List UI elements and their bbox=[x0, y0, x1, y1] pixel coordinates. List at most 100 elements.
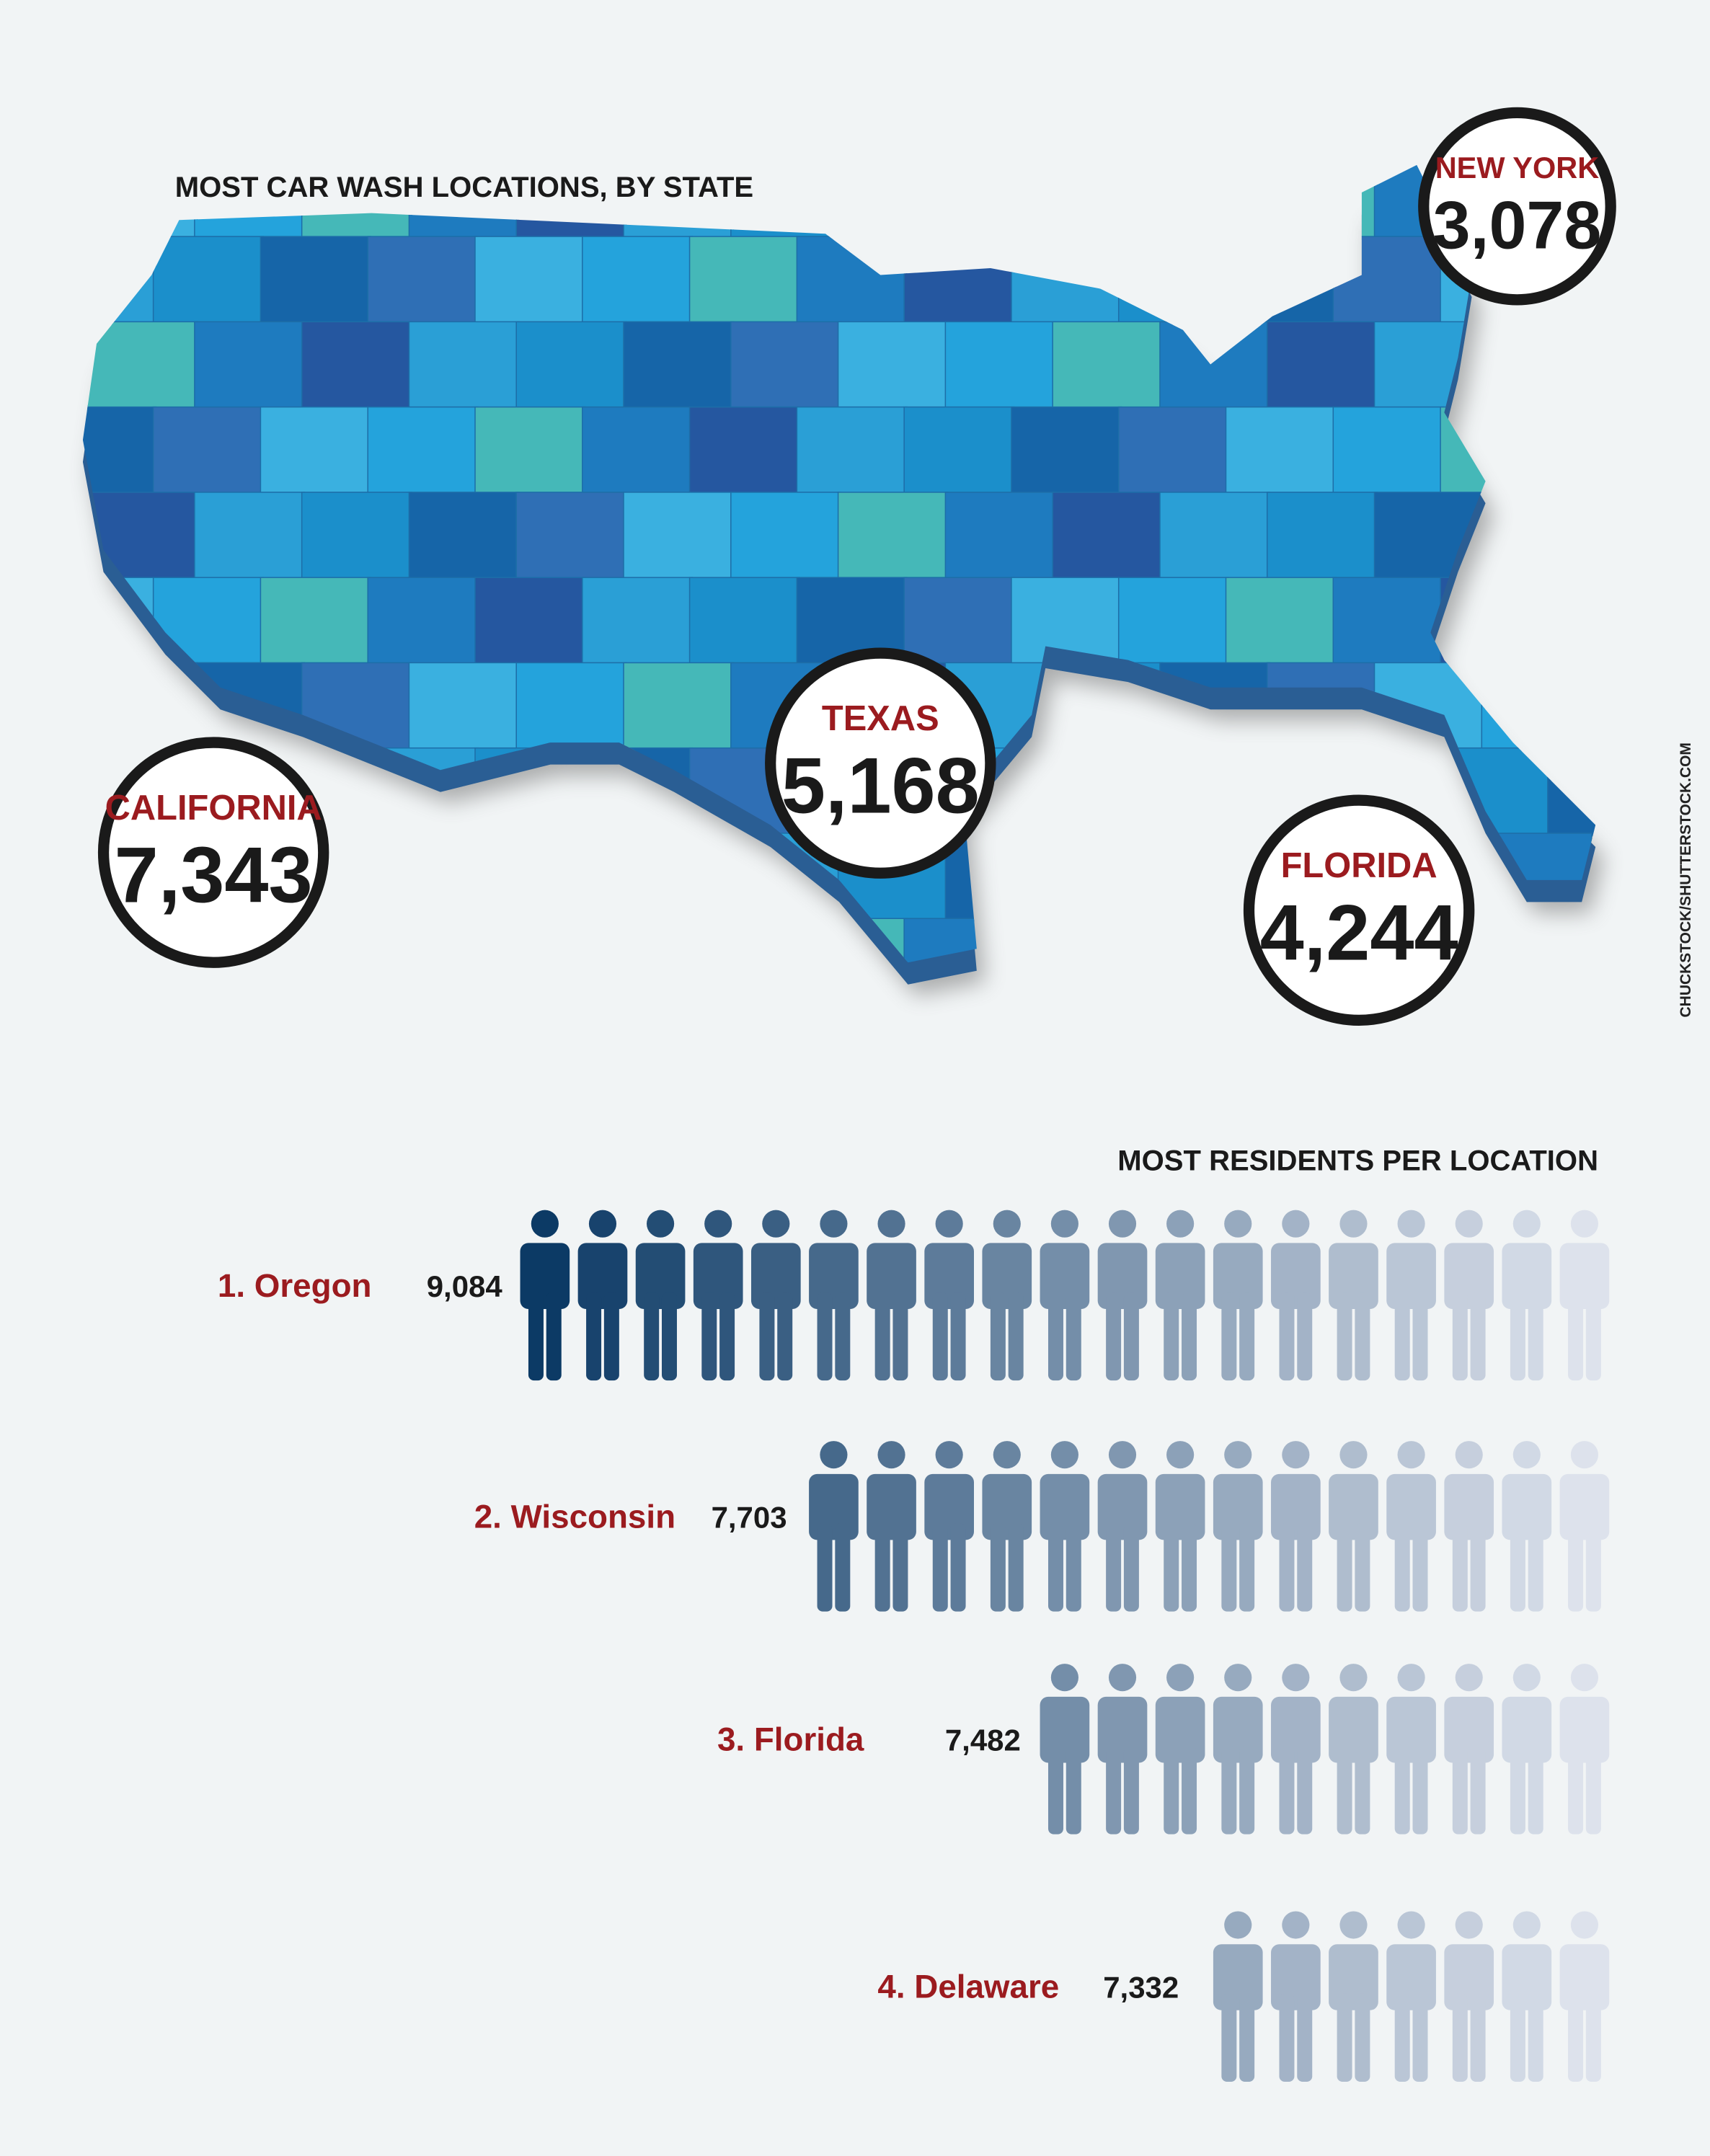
icon-leg bbox=[1528, 1523, 1543, 1612]
icon-leg bbox=[1279, 1292, 1295, 1381]
state-name: NEW YORK bbox=[1435, 151, 1600, 185]
state-region bbox=[688, 918, 800, 963]
person-icon bbox=[1502, 1664, 1552, 1835]
state-region bbox=[688, 406, 800, 496]
person-icon bbox=[924, 1441, 975, 1612]
icon-head bbox=[1570, 1664, 1599, 1692]
state-region bbox=[152, 406, 265, 496]
icon-body bbox=[1329, 1944, 1378, 2010]
state-region bbox=[903, 577, 1015, 667]
person-icon bbox=[809, 1441, 859, 1612]
icon-leg bbox=[1394, 1993, 1410, 2082]
icon-head bbox=[935, 1441, 963, 1469]
state-name: TEXAS bbox=[822, 699, 939, 738]
icon-leg bbox=[1123, 1523, 1139, 1612]
row-label: 1. Oregon bbox=[218, 1267, 372, 1304]
state-region bbox=[944, 492, 1056, 581]
state-region bbox=[837, 321, 949, 411]
person-icon bbox=[1559, 1210, 1610, 1381]
person-icon bbox=[1559, 1441, 1610, 1612]
icon-leg bbox=[1106, 1292, 1122, 1381]
icon-leg bbox=[1510, 1292, 1525, 1381]
icon-leg bbox=[874, 1292, 890, 1381]
state-region bbox=[1225, 406, 1337, 496]
icon-head bbox=[1224, 1664, 1252, 1692]
icon-leg bbox=[950, 1292, 966, 1381]
icon-leg bbox=[1585, 1292, 1601, 1381]
person-icon bbox=[1271, 1210, 1321, 1381]
icon-body bbox=[1386, 1944, 1436, 2010]
state-bubble bbox=[1418, 107, 1616, 306]
icon-head bbox=[1224, 1441, 1252, 1469]
person-icon bbox=[982, 1441, 1032, 1612]
state-region bbox=[582, 577, 694, 667]
icon-leg bbox=[1123, 1746, 1139, 1835]
icon-head bbox=[1050, 1210, 1078, 1238]
row-label: 2. Wisconsin bbox=[474, 1498, 675, 1535]
icon-leg bbox=[990, 1292, 1006, 1381]
person-icon bbox=[1502, 1911, 1552, 2082]
icon-head bbox=[1455, 1210, 1483, 1238]
person-icon bbox=[1213, 1664, 1263, 1835]
icon-head bbox=[1512, 1441, 1541, 1469]
person-icon bbox=[1502, 1441, 1552, 1612]
icon-body bbox=[1271, 1473, 1321, 1540]
state-region bbox=[623, 321, 735, 411]
icon-leg bbox=[1337, 1993, 1352, 2082]
state-region bbox=[1117, 406, 1230, 496]
person-icon bbox=[1444, 1911, 1494, 2082]
icon-head bbox=[1282, 1911, 1310, 1939]
icon-group bbox=[809, 1441, 1610, 1612]
icon-leg bbox=[1066, 1746, 1081, 1835]
state-region bbox=[1052, 164, 1164, 240]
icon-head bbox=[1339, 1441, 1368, 1469]
icon-head bbox=[1570, 1441, 1599, 1469]
person-icon bbox=[1329, 1664, 1378, 1835]
state-region bbox=[1266, 492, 1378, 581]
state-region bbox=[474, 236, 586, 325]
icon-leg bbox=[603, 1292, 619, 1381]
icon-leg bbox=[1510, 1993, 1525, 2082]
icon-leg bbox=[1239, 1292, 1255, 1381]
state-region bbox=[623, 662, 735, 752]
icon-leg bbox=[1048, 1746, 1063, 1835]
person-icon bbox=[982, 1210, 1032, 1381]
icon-leg bbox=[546, 1292, 562, 1381]
icon-leg bbox=[1412, 1523, 1428, 1612]
icon-leg bbox=[1394, 1523, 1410, 1612]
icon-body bbox=[809, 1473, 859, 1540]
state-region bbox=[1332, 577, 1444, 667]
icon-head bbox=[762, 1210, 790, 1238]
icon-leg bbox=[1568, 1746, 1584, 1835]
state-region bbox=[837, 164, 949, 240]
icon-head bbox=[1455, 1911, 1483, 1939]
state-region bbox=[1547, 747, 1596, 837]
state-region bbox=[1011, 236, 1122, 325]
state-region bbox=[623, 492, 735, 581]
icon-body bbox=[809, 1243, 859, 1309]
icon-leg bbox=[1585, 1993, 1601, 2082]
icon-leg bbox=[1394, 1746, 1410, 1835]
state-region bbox=[367, 577, 479, 667]
icon-leg bbox=[1123, 1292, 1139, 1381]
icon-body bbox=[1559, 1473, 1610, 1540]
person-icon bbox=[867, 1210, 916, 1381]
person-icon bbox=[1271, 1911, 1321, 2082]
icon-leg bbox=[1528, 1746, 1543, 1835]
icon-leg bbox=[1355, 1292, 1370, 1381]
icon-head bbox=[1570, 1911, 1599, 1939]
state-count: 4,244 bbox=[1260, 889, 1458, 977]
icon-head bbox=[1108, 1441, 1137, 1469]
icon-head bbox=[1397, 1911, 1425, 1939]
icon-head bbox=[1224, 1210, 1252, 1238]
state-count: 3,078 bbox=[1433, 187, 1602, 262]
state-region bbox=[1547, 406, 1596, 496]
state-region bbox=[1225, 236, 1337, 325]
person-icon bbox=[1155, 1664, 1205, 1835]
icon-head bbox=[1166, 1210, 1195, 1238]
person-icon bbox=[1271, 1441, 1321, 1612]
icon-body bbox=[924, 1243, 975, 1309]
state-region bbox=[796, 406, 908, 496]
person-icon bbox=[1386, 1210, 1436, 1381]
